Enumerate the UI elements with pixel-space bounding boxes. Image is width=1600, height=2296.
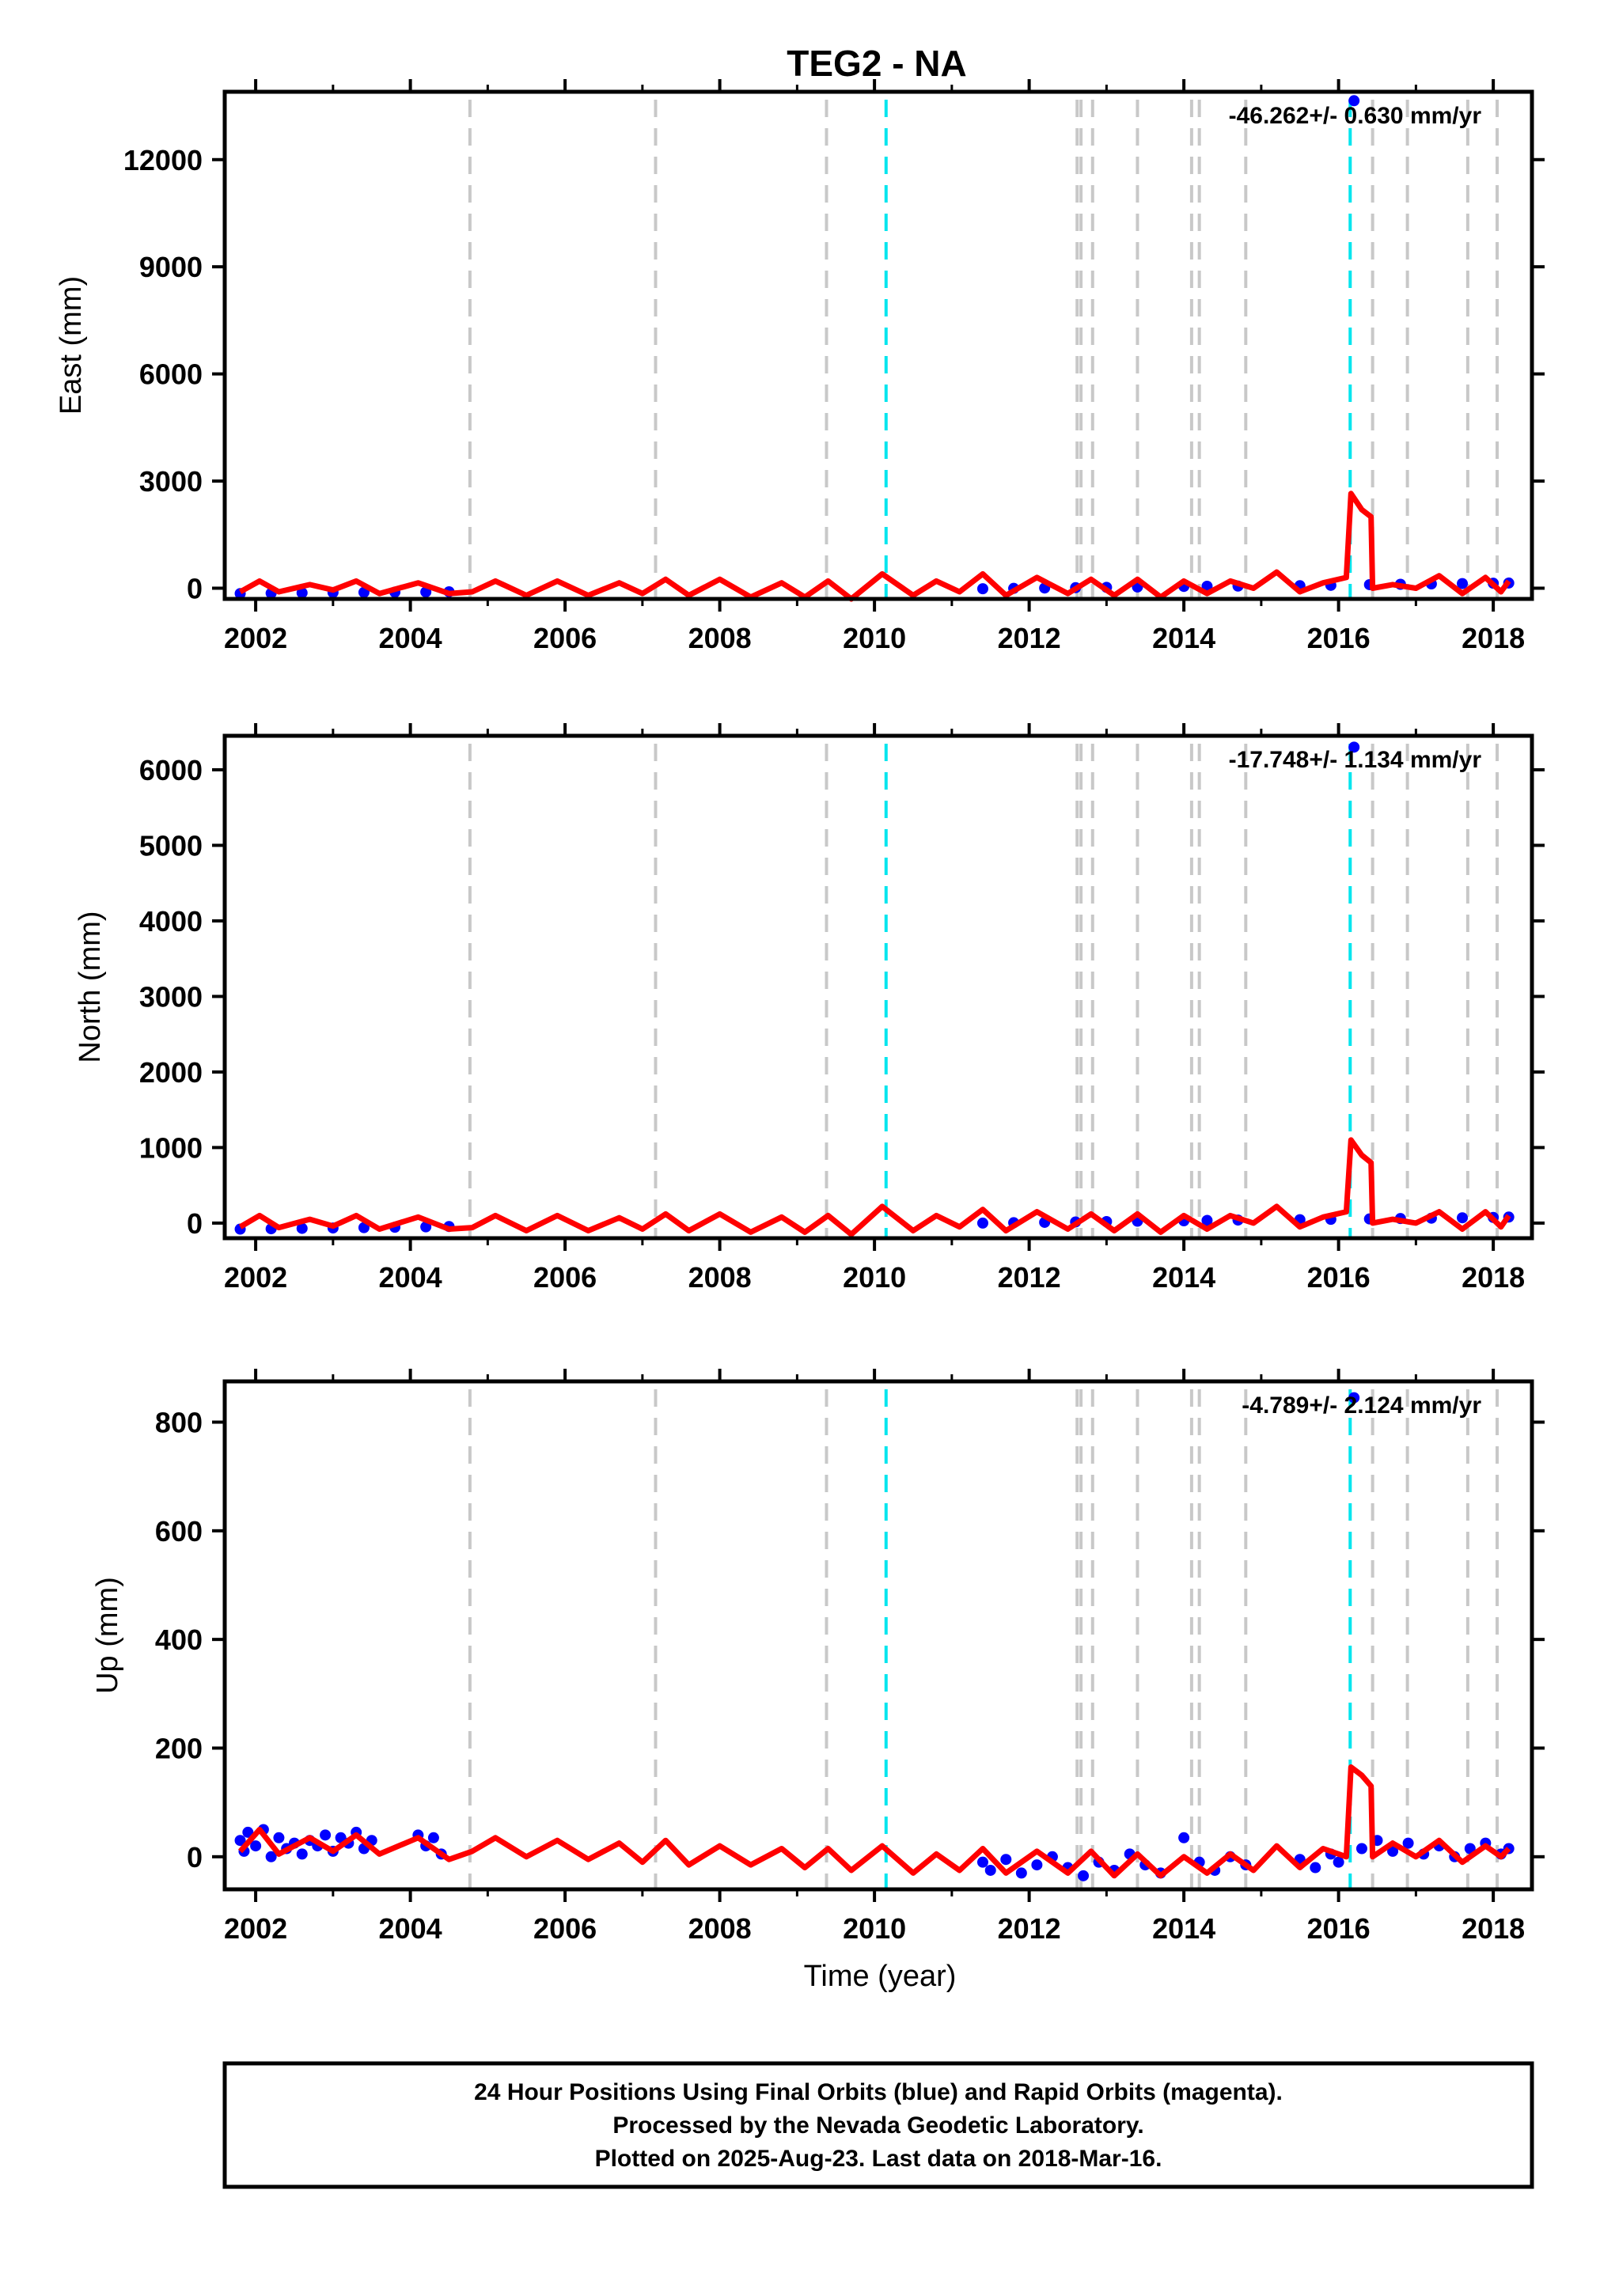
data-point (1457, 578, 1469, 589)
data-point (296, 1848, 308, 1860)
data-point (1387, 1845, 1399, 1857)
x-tick-label: 2016 (1307, 1261, 1371, 1294)
x-tick-label: 2008 (688, 1912, 752, 1945)
data-point (1178, 1832, 1190, 1843)
model-line (238, 1137, 1511, 1237)
data-point (1348, 741, 1360, 753)
data-point (1310, 1862, 1321, 1874)
data-point (1464, 1843, 1476, 1855)
rate-label: -17.748+/- 1.134 mm/yr (1229, 747, 1482, 773)
panel-up: 2002 2004 2006 2008 2010 2012 2014 2016 2018 0 200… (91, 1369, 1545, 1993)
data-point (250, 1840, 262, 1852)
data-point (976, 1856, 988, 1868)
x-tick-label: 2008 (688, 1261, 752, 1294)
y-tick-label: 6000 (139, 358, 203, 391)
data-point (335, 1832, 347, 1843)
x-tick-label: 2016 (1307, 622, 1371, 654)
x-tick-label: 2010 (843, 1912, 906, 1945)
data-point (1457, 1212, 1469, 1224)
model-line (238, 491, 1511, 602)
x-tick-label: 2012 (998, 1261, 1061, 1294)
x-tick-label: 2004 (379, 1912, 442, 1945)
data-point (320, 1829, 332, 1841)
y-tick-label: 400 (155, 1623, 203, 1656)
x-tick-label: 2004 (379, 1261, 442, 1294)
data-point (984, 1864, 996, 1876)
data-point (1015, 1867, 1027, 1879)
data-point (1000, 1854, 1012, 1866)
data-point (1348, 1392, 1360, 1404)
data-point (1348, 95, 1360, 107)
footer-line-3: Plotted on 2025-Aug-23. Last data on 201… (595, 2146, 1162, 2172)
data-point (1031, 1859, 1043, 1871)
data-point (976, 583, 988, 595)
x-axis-label: Time (year) (804, 1960, 957, 1993)
y-tick-label: 3000 (139, 980, 203, 1013)
x-tick-label: 2008 (688, 622, 752, 654)
x-tick-label: 2006 (533, 622, 597, 654)
y-tick-label: 200 (155, 1732, 203, 1764)
data-point (1402, 1837, 1414, 1849)
x-tick-label: 2010 (843, 1261, 906, 1294)
y-tick-label: 3000 (139, 465, 203, 498)
y-tick-label: 2000 (139, 1056, 203, 1089)
footer-line-1: 24 Hour Positions Using Final Orbits (bl… (474, 2079, 1283, 2105)
panel-east: 2002 2004 2006 2008 2010 2012 2014 2016 2018 0 300… (55, 79, 1545, 654)
y-tick-label: 1000 (139, 1131, 203, 1164)
panel-frame (222, 1379, 1534, 1892)
data-point (1333, 1856, 1344, 1868)
y-tick-label: 0 (187, 1207, 203, 1240)
y-tick-label: 600 (155, 1515, 203, 1548)
y-axis-label: North (mm) (74, 911, 107, 1063)
panel-frame (222, 733, 1534, 1241)
x-tick-label: 2014 (1152, 1261, 1215, 1294)
x-tick-label: 2006 (533, 1261, 597, 1294)
y-tick-label: 9000 (139, 251, 203, 283)
rate-label: -4.789+/- 2.124 mm/yr (1242, 1392, 1481, 1419)
y-tick-label: 4000 (139, 905, 203, 938)
footer-line-2: Processed by the Nevada Geodetic Laborat… (612, 2112, 1143, 2139)
x-tick-label: 2018 (1462, 622, 1525, 654)
x-tick-label: 2006 (533, 1912, 597, 1945)
x-tick-label: 2012 (998, 1912, 1061, 1945)
x-tick-label: 2014 (1152, 1912, 1215, 1945)
x-tick-label: 2018 (1462, 1912, 1525, 1945)
x-tick-label: 2004 (379, 622, 442, 654)
x-tick-label: 2014 (1152, 622, 1215, 654)
panel-frame (222, 89, 1534, 601)
y-tick-label: 12000 (123, 144, 203, 176)
y-tick-label: 0 (187, 1841, 203, 1874)
data-point (1078, 1870, 1090, 1881)
y-tick-label: 0 (187, 572, 203, 604)
data-point (234, 1835, 246, 1847)
y-axis-label: East (mm) (55, 276, 88, 415)
data-point (265, 1851, 277, 1862)
x-tick-label: 2018 (1462, 1261, 1525, 1294)
x-tick-label: 2002 (224, 1912, 287, 1945)
x-tick-label: 2016 (1307, 1912, 1371, 1945)
data-point (296, 1222, 308, 1234)
y-tick-label: 800 (155, 1406, 203, 1438)
panel-north: 2002 2004 2006 2008 2010 2012 2014 2016 2018 0 100… (74, 723, 1545, 1294)
x-tick-label: 2002 (224, 1261, 287, 1294)
x-tick-label: 2012 (998, 622, 1061, 654)
y-tick-label: 6000 (139, 754, 203, 786)
data-point (976, 1217, 988, 1229)
footer-box (222, 2061, 1534, 2189)
rate-label: -46.262+/- 0.630 mm/yr (1229, 103, 1482, 129)
y-axis-label: Up (mm) (91, 1577, 124, 1694)
x-tick-label: 2010 (843, 622, 906, 654)
data-point (273, 1832, 285, 1843)
x-tick-label: 2002 (224, 622, 287, 654)
model-line (237, 1764, 1511, 1879)
chart-title: TEG2 - NA (787, 43, 966, 84)
data-point (296, 587, 308, 599)
data-point (1201, 1214, 1213, 1226)
y-tick-label: 5000 (139, 829, 203, 862)
data-point (242, 1826, 254, 1838)
data-point (1355, 1843, 1367, 1855)
data-point (427, 1832, 439, 1843)
